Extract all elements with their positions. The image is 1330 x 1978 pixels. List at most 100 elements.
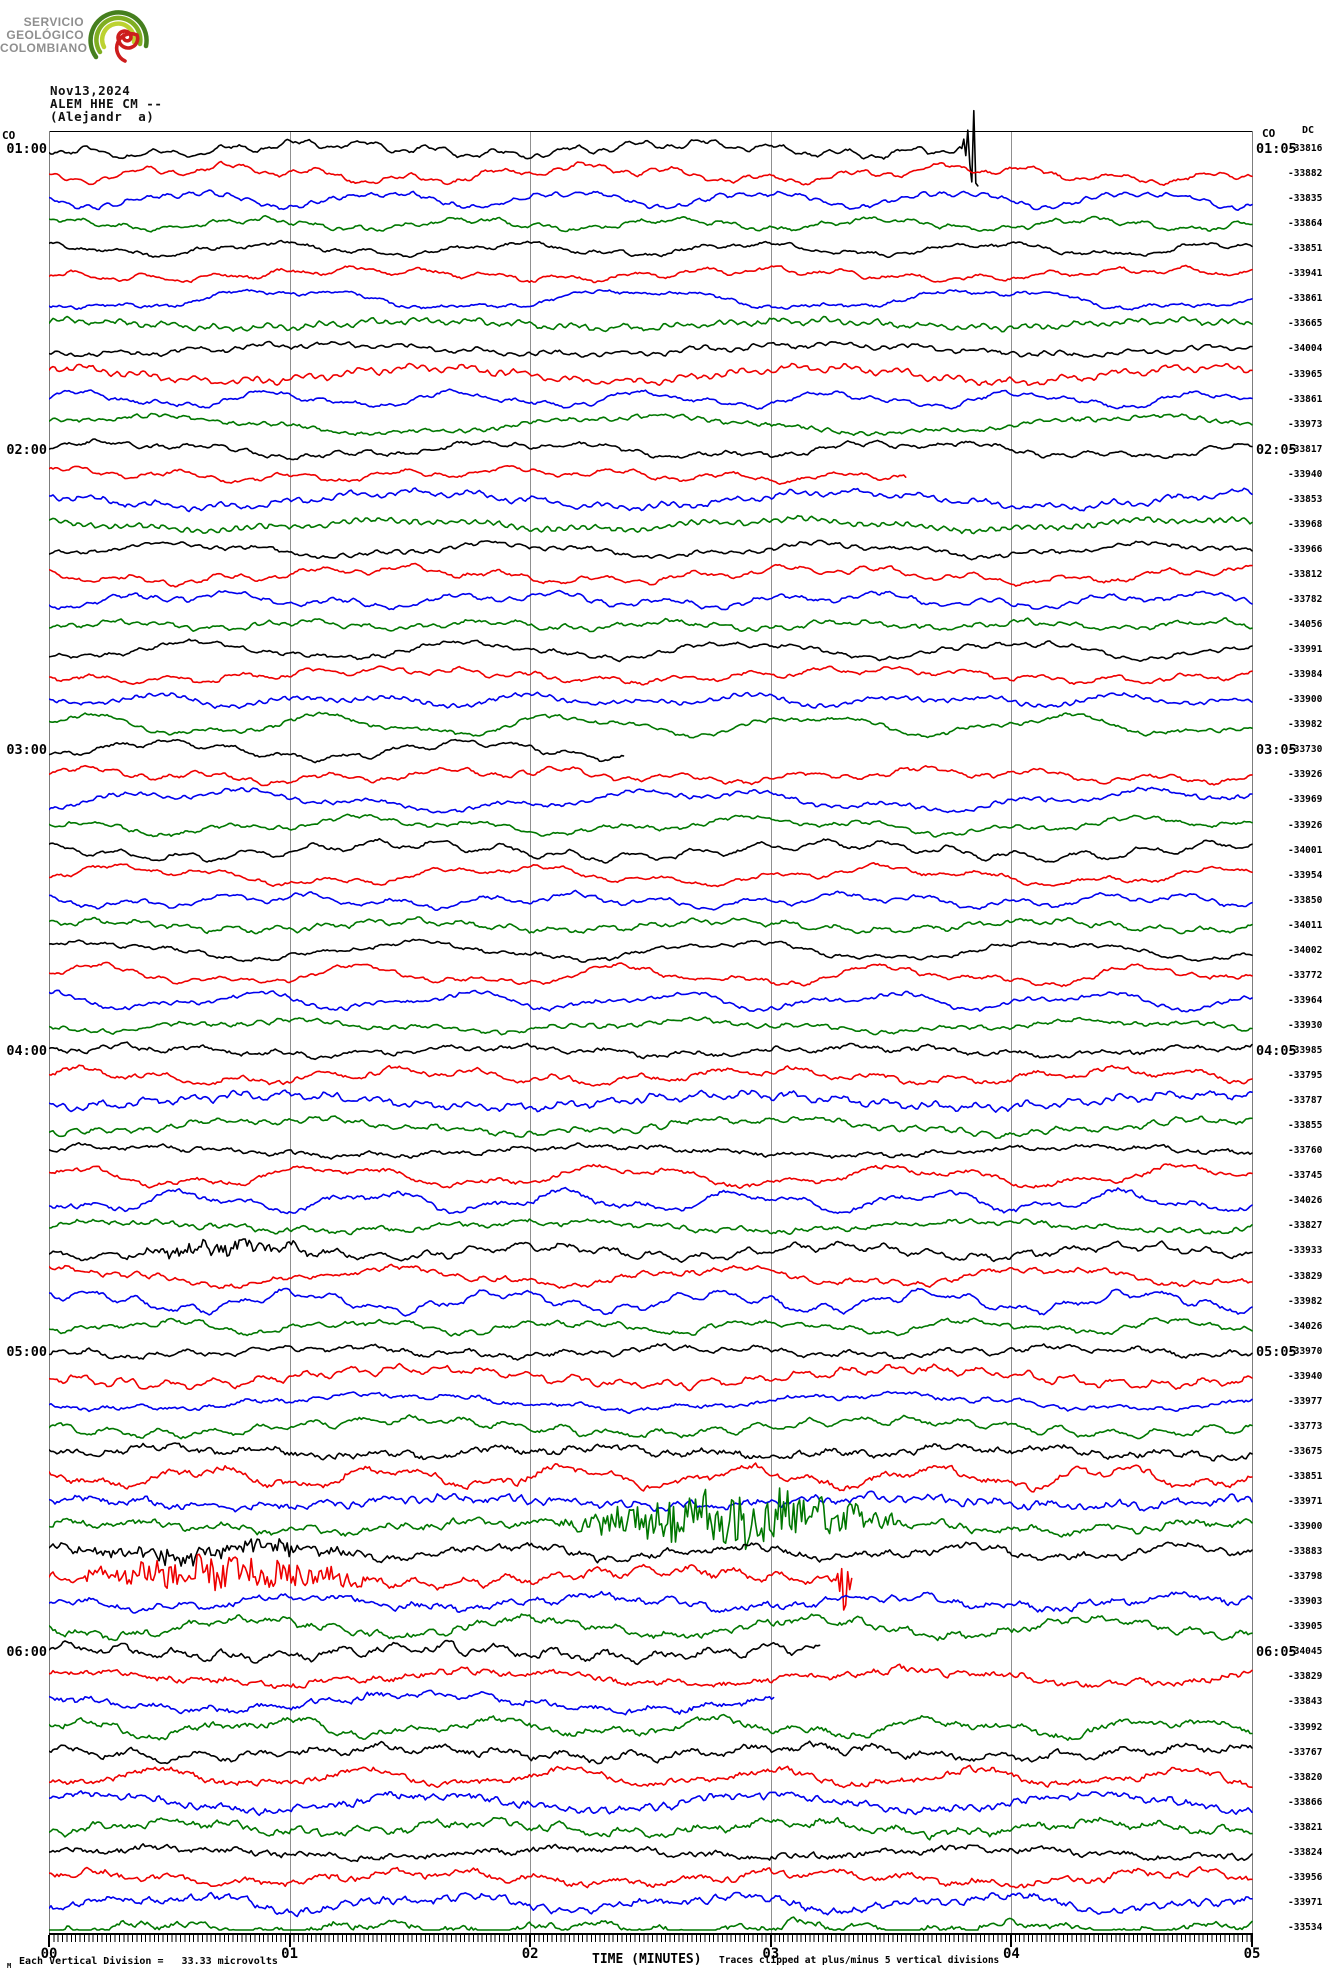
- logo-text-line3: COLOMBIANO: [0, 41, 88, 55]
- dc-value: -33977: [1288, 1395, 1323, 1407]
- trace-path-line-42: [49, 1186, 1253, 1215]
- dc-value: -33861: [1288, 293, 1323, 305]
- trace-path-line-69: [49, 1866, 1253, 1889]
- trace-path-line-19: [49, 617, 1253, 633]
- trace-path-line-4: [49, 239, 1253, 259]
- dc-value: -33900: [1288, 694, 1323, 706]
- minor-tick-strip: [49, 1935, 1253, 1942]
- dc-value: -33966: [1288, 543, 1323, 555]
- dc-value: -33969: [1288, 794, 1323, 806]
- hour-label-left: 02:00: [6, 441, 47, 458]
- trace-path-line-36: [49, 1041, 1253, 1061]
- dc-value: -33954: [1288, 869, 1323, 881]
- trace-path-line-3: [49, 214, 1253, 233]
- minute-gridline: [530, 132, 532, 1934]
- minute-tick-label: 01: [281, 1946, 299, 1962]
- trace-path-line-46: [49, 1287, 1253, 1317]
- dc-value: -33964: [1288, 994, 1323, 1006]
- hour-label-left: 04:00: [6, 1043, 47, 1059]
- hour-label-right: 01:05: [1256, 141, 1297, 157]
- co-label-right: CO: [1262, 127, 1276, 140]
- minute-major-tick: [1010, 1935, 1013, 1947]
- trace-path-line-33: [49, 961, 1253, 988]
- trace-path-line-55: [49, 1487, 1253, 1551]
- dc-value: -34002: [1288, 944, 1323, 956]
- dc-value: -34056: [1288, 619, 1323, 631]
- trace-path-line-43: [49, 1218, 1253, 1236]
- trace-path-line-49: [49, 1362, 1253, 1392]
- trace-path-line-10: [49, 388, 1253, 410]
- trace-path-line-9: [49, 362, 1253, 386]
- dc-value: -33534: [1288, 1921, 1323, 1933]
- dc-value: -33829: [1288, 1270, 1323, 1282]
- dc-value: -33772: [1288, 969, 1323, 981]
- plot-border-top: [49, 131, 1253, 132]
- division-note: Each Vertical Division = 33.33 microvolt…: [19, 1956, 278, 1967]
- dc-value: -33767: [1288, 1746, 1323, 1758]
- trace-path-line-11: [49, 412, 1253, 437]
- trace-path-line-50: [49, 1390, 1253, 1415]
- trace-path-line-44: [49, 1238, 1253, 1263]
- trace-path-line-53: [49, 1462, 1253, 1493]
- dc-value: -34004: [1288, 343, 1323, 355]
- trace-path-line-20: [49, 638, 1253, 663]
- dc-value: -33940: [1288, 1370, 1323, 1382]
- trace-path-line-31: [49, 916, 1253, 935]
- trace-path-line-32: [49, 938, 1253, 963]
- dc-value: -33971: [1288, 1496, 1323, 1507]
- trace-path-line-56: [49, 1538, 1253, 1567]
- co-label-left: CO: [2, 129, 16, 142]
- trace-path-line-52: [49, 1442, 1253, 1462]
- trace-path-line-45: [49, 1263, 1253, 1290]
- dc-value: -33882: [1288, 168, 1323, 180]
- trace-path-line-65: [49, 1764, 1253, 1789]
- trace-path-line-0: [49, 109, 979, 187]
- trace-path-line-71: [49, 1916, 1253, 1931]
- trace-path-line-6: [49, 288, 1253, 311]
- hour-label-left: 03:00: [6, 742, 47, 759]
- dc-value: -34026: [1288, 1320, 1323, 1332]
- trace-path-line-57: [49, 1553, 853, 1611]
- trace-path-line-24: [49, 738, 625, 764]
- trace-path-line-30: [49, 889, 1253, 911]
- hour-label-right: 06:05: [1256, 1644, 1297, 1661]
- trace-path-line-16: [49, 539, 1253, 561]
- dc-value: -33982: [1288, 1295, 1323, 1307]
- dc-value: -33905: [1288, 1621, 1323, 1633]
- dc-value: -34001: [1288, 844, 1323, 856]
- hour-label-right: 05:05: [1256, 1343, 1297, 1360]
- plot-border-left: [49, 131, 50, 1935]
- time-axis-title: TIME (MINUTES): [592, 1952, 702, 1967]
- dc-value: -33675: [1288, 1445, 1323, 1457]
- header-date: Nov13,2024: [50, 83, 131, 98]
- dc-value: -33866: [1288, 1796, 1323, 1808]
- dc-value: -33821: [1288, 1821, 1323, 1833]
- trace-path-line-2: [49, 189, 1253, 211]
- hour-label-right: 02:05: [1256, 441, 1297, 458]
- dc-value: -33941: [1288, 268, 1323, 280]
- dc-value: -33970: [1288, 1345, 1323, 1357]
- hour-label-left: 05:00: [6, 1343, 47, 1360]
- header-station: ALEM HHE CM --: [50, 96, 163, 111]
- trace-path-line-27: [49, 813, 1253, 838]
- minute-major-tick: [48, 1935, 50, 1947]
- dc-value: -33984: [1288, 669, 1323, 681]
- hour-label-right: 03:05: [1256, 742, 1297, 759]
- dc-value: -33843: [1288, 1696, 1323, 1708]
- header-operator: (Alejandr a): [50, 109, 155, 124]
- trace-path-line-14: [49, 487, 1253, 513]
- dc-value: -33926: [1288, 819, 1323, 831]
- sub-marker: M: [7, 1962, 12, 1970]
- trace-path-line-26: [49, 786, 1253, 814]
- dc-value: -33940: [1288, 468, 1323, 480]
- trace-path-line-29: [49, 862, 1253, 888]
- clip-note: Traces clipped at plus/minus 5 vertical …: [719, 1955, 1000, 1966]
- dc-value: -33787: [1288, 1095, 1323, 1107]
- dc-value: -33968: [1288, 518, 1323, 530]
- dc-column-header: DC: [1302, 125, 1315, 136]
- trace-path-line-47: [49, 1317, 1253, 1337]
- dc-value: -33956: [1288, 1871, 1323, 1883]
- dc-value: -33665: [1288, 318, 1323, 330]
- trace-path-line-66: [49, 1790, 1253, 1817]
- trace-path-line-17: [49, 562, 1253, 588]
